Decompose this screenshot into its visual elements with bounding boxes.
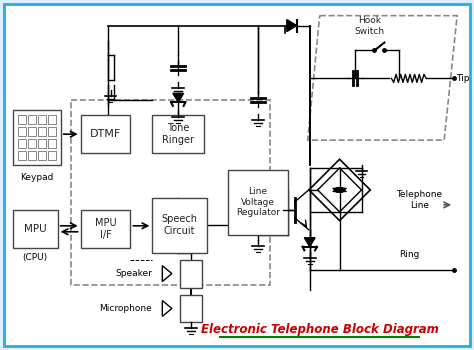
Bar — [18, 115, 26, 124]
Text: Ring: Ring — [400, 250, 420, 259]
Text: Speaker: Speaker — [116, 269, 152, 278]
Text: MPU
I/F: MPU I/F — [95, 218, 116, 240]
Bar — [48, 139, 56, 148]
Bar — [152, 198, 207, 253]
Bar — [48, 127, 56, 136]
Bar — [48, 115, 56, 124]
Bar — [228, 170, 288, 235]
Text: MPU: MPU — [24, 224, 46, 234]
Polygon shape — [333, 187, 342, 192]
Text: Telephone
Line: Telephone Line — [396, 190, 442, 210]
Polygon shape — [337, 187, 346, 192]
Text: Hook
Switch: Hook Switch — [355, 16, 384, 36]
Bar — [48, 151, 56, 160]
Bar — [13, 110, 61, 165]
Bar — [81, 115, 130, 153]
Text: Line
Voltage
Regulator: Line Voltage Regulator — [236, 188, 280, 217]
Bar — [152, 115, 204, 153]
Bar — [71, 100, 270, 285]
Bar — [38, 151, 46, 160]
Text: Tone
Ringer: Tone Ringer — [162, 123, 194, 145]
Bar — [28, 139, 36, 148]
Bar — [18, 139, 26, 148]
Bar — [180, 294, 202, 322]
Text: (CPU): (CPU) — [23, 253, 48, 262]
Polygon shape — [304, 238, 315, 247]
Text: Electronic Telephone Block Diagram: Electronic Telephone Block Diagram — [201, 323, 438, 336]
Text: Speech
Circuit: Speech Circuit — [162, 215, 198, 236]
Bar — [28, 151, 36, 160]
Bar — [38, 127, 46, 136]
Bar — [18, 151, 26, 160]
Polygon shape — [333, 187, 342, 192]
Bar — [38, 139, 46, 148]
Bar — [28, 127, 36, 136]
Bar — [13, 210, 58, 248]
Polygon shape — [287, 20, 297, 32]
Text: DTMF: DTMF — [90, 129, 121, 139]
Bar — [18, 127, 26, 136]
Text: Microphone: Microphone — [100, 304, 152, 313]
Bar — [180, 260, 202, 288]
Polygon shape — [337, 187, 346, 192]
Polygon shape — [173, 93, 183, 102]
Bar — [28, 115, 36, 124]
Text: Tip: Tip — [456, 74, 470, 83]
Text: Keypad: Keypad — [20, 173, 54, 182]
Bar — [81, 210, 130, 248]
Bar — [38, 115, 46, 124]
